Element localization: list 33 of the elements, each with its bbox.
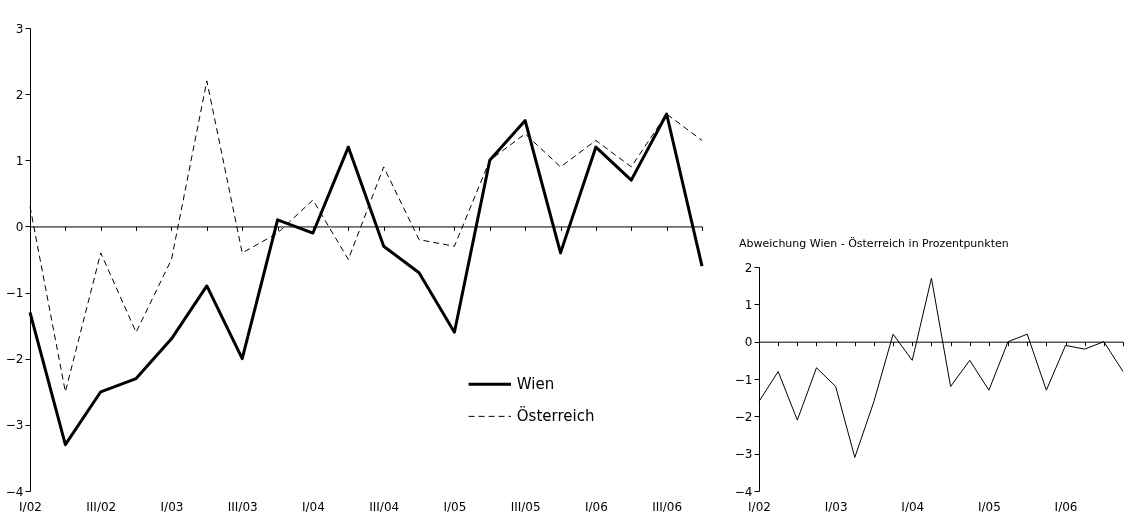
y-tick-label: 2 (15, 87, 24, 102)
x-tick-label: III/03 (227, 499, 258, 514)
x-tick-label: I/03 (160, 499, 184, 514)
y-tick-label: −4 (734, 484, 753, 499)
x-tick-label: I/02 (748, 499, 771, 514)
y-tick-label: −2 (5, 352, 24, 367)
x-tick-label: I/05 (443, 499, 467, 514)
legend-label: Wien (516, 375, 555, 394)
y-tick-label: −1 (734, 372, 753, 387)
y-tick-label: 0 (744, 335, 753, 350)
x-tick-label: I/05 (977, 499, 1001, 514)
chart-title: Abweichung Wien - Österreich in Prozentpunkten (739, 237, 1009, 250)
legend-label: Österreich (516, 406, 595, 426)
x-tick-label: III/04 (369, 499, 400, 514)
y-tick-label: 1 (15, 153, 24, 168)
y-tick-label: 3 (15, 21, 24, 36)
y-tick-label: −4 (5, 484, 24, 499)
y-tick-label: 0 (15, 219, 24, 234)
x-tick-label: III/05 (510, 499, 541, 514)
x-tick-label: I/02 (19, 499, 42, 514)
x-tick-label: I/03 (824, 499, 848, 514)
y-tick-label: −2 (734, 409, 753, 424)
x-tick-label: III/02 (86, 499, 117, 514)
x-tick-label: I/04 (302, 499, 325, 514)
y-tick-label: −1 (5, 286, 24, 301)
y-tick-label: 2 (744, 260, 753, 275)
x-tick-label: I/04 (901, 499, 925, 514)
x-tick-label: III/06 (652, 499, 683, 514)
x-tick-label: I/06 (584, 499, 608, 514)
x-tick-label: I/06 (1054, 499, 1078, 514)
y-tick-label: −3 (734, 447, 753, 462)
y-tick-label: 1 (744, 297, 753, 312)
y-tick-label: −3 (5, 418, 24, 433)
